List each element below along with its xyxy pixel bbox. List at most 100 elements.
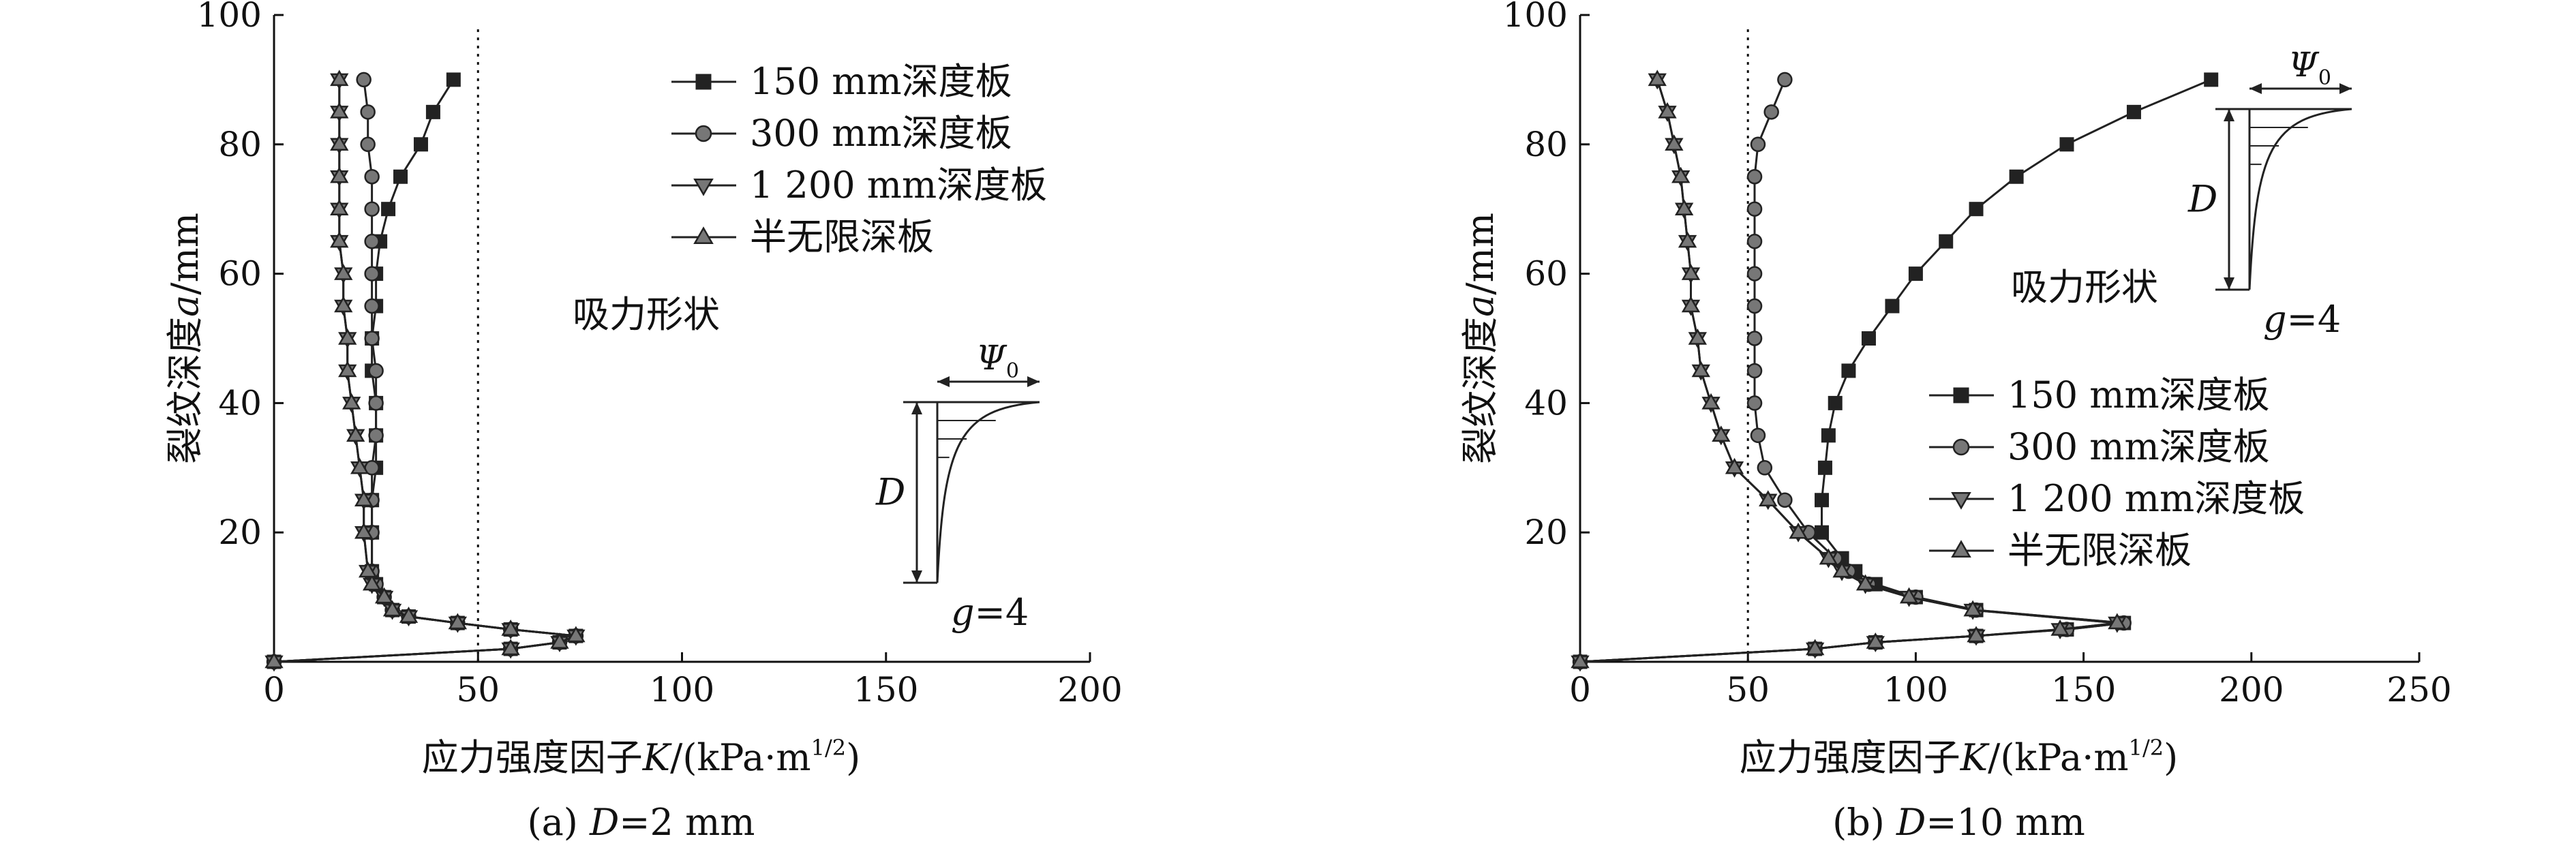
inset-depth-arrowhead-bottom [911,570,922,583]
y-tick-label: 60 [1524,254,1568,294]
data-point [360,104,376,120]
data-point [1899,587,1919,604]
x-axis-title: 应力强度因子K/(kPa·m1/2) [422,735,860,779]
y-axis-title-var: a [164,295,207,317]
inset-psi-arrowhead-left [2249,83,2262,94]
y-axis-title-var: a [1459,295,1502,317]
inset-psi-symbol: Ψ [976,338,1007,378]
data-point [1691,361,1710,378]
data-point [1866,632,1885,649]
data-point [354,522,374,539]
inset-g-symbol: g [2263,298,2287,341]
data-point [1832,561,1851,578]
x-tick-label: 150 [2051,670,2116,710]
legend-item: 1 200 mm深度板 [1929,477,2305,520]
x-axis-title-var: K [642,736,672,779]
data-point [364,331,380,346]
x-tick-label: 50 [456,670,500,710]
data-point [550,632,569,649]
data-point [358,561,378,578]
data-point [1750,136,1766,153]
data-point [346,425,365,442]
data-point [1885,299,1900,314]
data-point [342,393,361,410]
inset-psi-arrowhead-left [937,376,950,387]
y-tick-label: 100 [197,0,262,35]
data-point [1815,525,1830,540]
data-point [356,72,372,88]
data-point [425,104,440,119]
x-axis-title-close: ) [846,736,860,779]
data-point [1746,395,1763,411]
x-axis-title-main: 应力强度因子 [1740,736,1960,779]
data-point [1759,490,1778,506]
legend-marker [693,226,714,245]
x-axis-title-close: ) [2164,736,2178,779]
data-point [399,607,419,623]
data-point [1908,266,1923,281]
inset-suction-diagram: Ψ0 Dg=4 [875,338,1040,634]
inset-psi-subscript: 0 [1006,359,1019,383]
data-point [1688,328,1708,345]
data-point [1725,457,1744,474]
x-axis-title-var: K [1960,736,1990,779]
data-point [362,574,382,591]
data-point [1861,331,1876,346]
legend-item: 150 mm深度板 [671,60,1012,103]
legend-label: 150 mm深度板 [2007,373,2270,416]
y-axis-title: 裂纹深度a/mm [164,213,207,464]
legend-label: 半无限深板 [750,215,934,258]
data-point [1757,460,1773,476]
data-point [1967,626,1986,643]
legend-label: 300 mm深度板 [2007,425,2270,468]
data-point [501,620,520,636]
x-tick-label: 150 [853,670,918,710]
data-point [1671,166,1691,183]
chart-panel-a: 0 50 100 150 20020406080100应力强度因子K/(kPa·m1/2… [164,0,1123,844]
data-point [381,202,396,217]
legend-label: 1 200 mm深度板 [750,164,1047,207]
x-axis-title-main: 应力强度因子 [422,736,643,779]
x-tick-label: 200 [2219,670,2284,710]
data-point [1712,425,1731,442]
x-axis-title-sup: 1/2 [2129,735,2164,761]
data-point [1763,104,1779,120]
panel-caption: (b) D=10 mm [1832,801,2085,844]
data-point [1855,574,1875,591]
data-point [1841,363,1856,378]
data-point [368,363,384,379]
legend-marker [1951,491,1971,510]
data-point [364,201,380,217]
x-tick-label: 100 [1883,670,1948,710]
data-point [2050,620,2070,636]
x-tick-label: 100 [650,670,714,710]
data-point [2059,137,2074,152]
data-point [1789,522,1808,539]
y-tick-label: 20 [1524,513,1568,552]
data-point [1746,298,1763,314]
data-point [1648,70,1667,87]
data-point [368,395,384,411]
caption-prefix: (a) [528,801,590,844]
series-3 [1571,70,2127,669]
series-1 [266,72,584,670]
inset-g-symbol: g [951,591,975,634]
data-point [330,70,349,87]
data-point [1746,201,1763,217]
data-point [2126,104,2141,119]
inset-psi-subscript: 0 [2318,66,2331,90]
inset-g-label: g=4 [2263,298,2341,341]
caption-prefix: (b) [1832,801,1896,844]
data-point [368,427,384,444]
inset-psi-label: Ψ0 [2288,45,2331,90]
inset-g-label: g=4 [951,591,1029,634]
data-point [448,613,467,630]
series-0 [1573,72,2219,669]
data-point [338,361,357,378]
inset-psi-symbol: Ψ [2288,45,2320,85]
data-point [2108,613,2127,630]
data-point [2204,72,2219,87]
data-point [1674,199,1694,215]
data-point [360,136,376,153]
